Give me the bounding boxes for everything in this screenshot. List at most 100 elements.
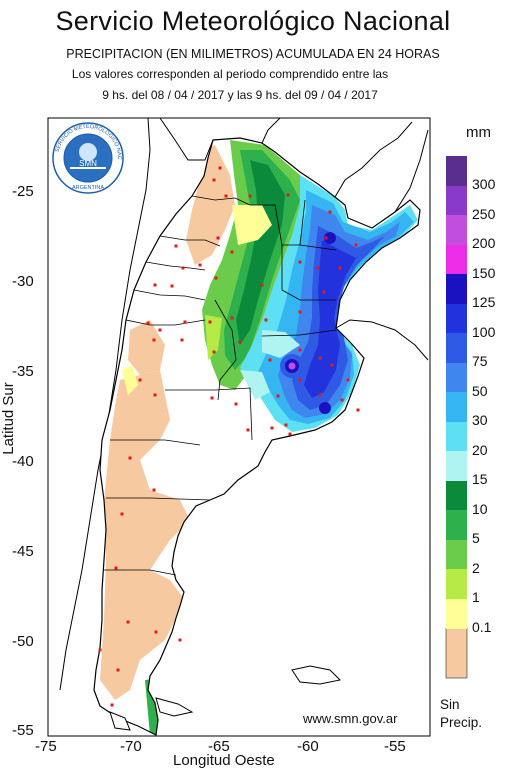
station-point xyxy=(214,276,218,280)
lon-tick: -75 xyxy=(35,738,57,755)
station-point xyxy=(198,263,202,267)
station-point xyxy=(128,456,132,460)
station-point xyxy=(318,356,322,360)
station-point xyxy=(146,321,150,325)
legend-swatch xyxy=(446,244,467,275)
station-point xyxy=(152,338,156,342)
legend-label: 0.1 xyxy=(472,618,492,635)
station-point xyxy=(356,408,360,412)
lat-tick: -25 xyxy=(12,183,34,200)
station-point xyxy=(153,393,157,397)
station-point xyxy=(354,243,358,247)
station-point xyxy=(298,310,302,314)
legend-swatch xyxy=(446,185,467,216)
legend-unit: mm xyxy=(466,124,491,141)
legend-label: 125 xyxy=(472,294,496,310)
legend-swatch xyxy=(446,539,467,570)
legend-label: 15 xyxy=(472,471,488,487)
legend-label: 100 xyxy=(472,323,496,340)
station-point xyxy=(216,236,220,240)
station-point xyxy=(288,432,292,436)
lon-tick: -55 xyxy=(384,738,406,755)
legend-swatch xyxy=(446,156,467,186)
station-point xyxy=(212,350,216,354)
legend-label: 10 xyxy=(472,500,488,517)
station-point xyxy=(298,260,302,264)
smn-logo: SERVICIO METEOROLOGICO NACIONAL ARGENTIN… xyxy=(0,0,124,194)
station-point xyxy=(120,512,124,516)
legend-swatch xyxy=(446,362,467,393)
station-point xyxy=(330,363,334,367)
station-point xyxy=(181,266,185,270)
station-point xyxy=(340,398,344,402)
station-point xyxy=(230,316,234,320)
station-point xyxy=(158,328,162,332)
legend-no-data-label-line2: Precip. xyxy=(440,715,483,730)
station-point xyxy=(298,348,302,352)
station-point xyxy=(328,210,332,214)
legend-no-data-label-line1: Sin xyxy=(440,697,460,712)
station-point xyxy=(174,244,178,248)
station-point xyxy=(234,402,238,406)
lat-tick: -40 xyxy=(12,453,34,470)
legend-swatch xyxy=(446,510,467,540)
station-point xyxy=(218,166,222,170)
station-point xyxy=(178,638,182,642)
station-point xyxy=(324,236,328,240)
legend-swatch xyxy=(446,215,467,245)
station-point xyxy=(210,396,214,400)
station-point xyxy=(268,358,272,362)
station-point xyxy=(246,428,250,432)
lon-tick: -70 xyxy=(120,738,142,755)
station-point xyxy=(346,378,350,382)
station-point xyxy=(126,620,130,624)
station-point xyxy=(276,394,280,398)
legend-label: 50 xyxy=(472,382,488,399)
station-point xyxy=(322,290,326,294)
legend-swatch xyxy=(446,598,467,629)
legend-swatch xyxy=(446,451,467,481)
station-point xyxy=(284,423,288,427)
station-point xyxy=(248,194,252,198)
lon-tick: -65 xyxy=(208,738,230,755)
legend-label: 20 xyxy=(472,441,488,458)
lat-tick: -50 xyxy=(12,633,34,650)
lon-tick: -60 xyxy=(297,738,319,755)
station-point xyxy=(338,266,342,270)
station-point xyxy=(212,178,216,182)
station-point xyxy=(154,630,158,634)
legend-label: 5 xyxy=(472,530,480,546)
station-point xyxy=(183,320,187,324)
y-axis-label: Latitud Sur xyxy=(0,382,17,455)
legend-swatch xyxy=(446,392,467,422)
station-point xyxy=(138,378,142,382)
station-point xyxy=(208,320,212,324)
map-subtitle: PRECIPITACION (EN MILIMETROS) ACUMULADA … xyxy=(66,47,440,61)
province-borders xyxy=(104,195,337,576)
legend-label: 250 xyxy=(472,205,496,222)
legend-swatch xyxy=(446,421,467,452)
footer-url[interactable]: www.smn.gov.ar xyxy=(303,711,398,726)
station-point xyxy=(98,648,102,652)
station-point xyxy=(180,338,184,342)
period-note-line1: Los valores corresponden al periodo comp… xyxy=(71,67,389,81)
logo-center-text: SMN xyxy=(79,159,97,168)
station-point xyxy=(152,488,156,492)
station-point xyxy=(224,194,228,198)
lat-tick: -30 xyxy=(12,273,34,290)
station-point xyxy=(316,266,320,270)
lat-tick: -55 xyxy=(12,722,34,739)
station-point xyxy=(110,703,114,707)
logo-bottom-text: ARGENTINA xyxy=(72,185,104,191)
map-title: Servicio Meteorológico Nacional xyxy=(55,6,451,36)
legend-swatch xyxy=(446,274,467,304)
station-point xyxy=(170,284,174,288)
period-note-line2: 9 hs. del 08 / 04 / 2017 y las 9 hs. del… xyxy=(102,88,378,102)
islands xyxy=(109,665,342,731)
station-point xyxy=(318,393,322,397)
station-point xyxy=(298,378,302,382)
legend-swatch xyxy=(446,303,467,334)
legend-label: 1 xyxy=(472,589,480,605)
station-point xyxy=(116,668,120,672)
